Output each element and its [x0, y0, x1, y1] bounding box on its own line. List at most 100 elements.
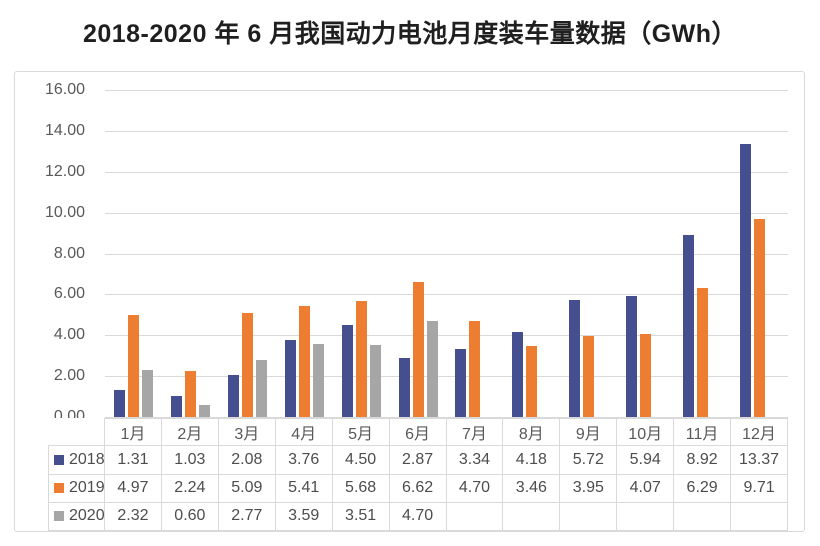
table-value-2018-8月: 4.18: [503, 446, 561, 475]
gridline: [105, 130, 788, 132]
table-col-header-1月: 1月: [105, 418, 162, 447]
table-value-2018-10月: 5.94: [617, 446, 675, 475]
table-value-2020-4月: 3.59: [275, 502, 333, 531]
bar-2019-6月: [412, 281, 424, 417]
table-value-2020-6月: 4.70: [389, 502, 447, 531]
gridline: [105, 417, 788, 418]
table-value-2018-2月: 1.03: [161, 446, 219, 475]
bar-2018-10月: [626, 295, 638, 417]
table-value-2019-8月: 3.46: [503, 474, 561, 503]
table-col-header-10月: 10月: [617, 418, 675, 447]
bar-2020-4月: [312, 343, 324, 417]
legend-swatch-2020: [54, 511, 64, 522]
table-col-header-7月: 7月: [446, 418, 504, 447]
bar-2018-8月: [512, 331, 524, 417]
bar-group-12月: [731, 90, 788, 417]
bar-2020-6月: [426, 320, 438, 417]
table-value-2019-11月: 6.29: [674, 474, 732, 503]
legend-swatch-2019: [54, 483, 64, 494]
chart-title: 2018-2020 年 6 月我国动力电池月度装车量数据（GWh）: [82, 20, 738, 48]
bar-group-9月: [560, 90, 617, 417]
bar-2019-8月: [526, 346, 538, 417]
bar-2020-3月: [255, 360, 267, 417]
bar-2019-10月: [640, 333, 652, 417]
bar-2019-1月: [127, 315, 139, 417]
table-value-2020-10月: [617, 502, 675, 531]
table-value-2018-6月: 2.87: [389, 446, 447, 475]
gridlines: [105, 90, 788, 418]
table-value-2018-4月: 3.76: [275, 446, 333, 475]
legend-cell-2020: 2020: [48, 502, 105, 531]
bar-group-6月: [390, 90, 447, 417]
y-axis-tick-label: 8.00: [53, 244, 85, 262]
bar-2018-5月: [341, 325, 353, 417]
table-value-2020-5月: 3.51: [332, 502, 390, 531]
bar-2019-11月: [697, 288, 709, 417]
table-col-header-8月: 8月: [503, 418, 561, 447]
legend-label-2019: 2019: [69, 479, 105, 497]
table-col-header-5月: 5月: [332, 418, 390, 447]
table-value-2019-5月: 5.68: [332, 474, 390, 503]
gridline: [105, 171, 788, 173]
bar-group-11月: [674, 90, 731, 417]
bar-group-7月: [447, 90, 504, 417]
table-value-2019-6月: 6.62: [389, 474, 447, 503]
gridline: [105, 376, 788, 378]
table-col-header-9月: 9月: [560, 418, 618, 447]
table-value-2019-1月: 4.97: [105, 474, 162, 503]
bar-2019-9月: [583, 336, 595, 417]
table-value-2018-3月: 2.08: [218, 446, 276, 475]
bar-2019-4月: [298, 306, 310, 417]
y-axis-tick-label: 4.00: [53, 326, 85, 344]
bar-2019-3月: [241, 312, 253, 417]
table-value-2019-2月: 2.24: [161, 474, 219, 503]
bar-group-10月: [617, 90, 674, 417]
gridline: [105, 253, 788, 255]
table-value-2019-4月: 5.41: [275, 474, 333, 503]
bar-2018-3月: [227, 374, 239, 417]
table-value-2019-12月: 9.71: [731, 474, 788, 503]
table-col-header-2月: 2月: [161, 418, 219, 447]
gridline: [105, 294, 788, 296]
y-axis-tick-label: 16.00: [44, 81, 85, 98]
bar-2020-1月: [141, 369, 153, 417]
y-axis: 16.00 14.00 12.00 10.00 8.00 6.00 4.00 2.00 0.00: [15, 81, 85, 425]
gridline: [105, 90, 788, 91]
legend-cell-2019: 2019: [48, 474, 105, 503]
bar-2020-5月: [369, 345, 381, 417]
plot-area: [105, 90, 788, 417]
chart-frame: 16.00 14.00 12.00 10.00 8.00 6.00 4.00 2.00 0.00…: [14, 71, 805, 532]
table-value-2020-12月: [731, 502, 788, 531]
table-col-header-3月: 3月: [218, 418, 276, 447]
bar-group-4月: [276, 90, 333, 417]
bar-2019-12月: [754, 218, 766, 417]
table-value-2019-9月: 3.95: [560, 474, 618, 503]
table-value-2019-7月: 4.70: [446, 474, 504, 503]
table-value-2020-7月: [446, 502, 504, 531]
table-value-2020-1月: 2.32: [105, 502, 162, 531]
bar-2018-1月: [113, 390, 125, 417]
bar-2019-2月: [184, 371, 196, 417]
y-axis-tick-label: 2.00: [53, 367, 85, 385]
bar-2018-7月: [455, 348, 467, 417]
bar-group-8月: [503, 90, 560, 417]
bar-group-2月: [162, 90, 219, 417]
table-value-2020-3月: 2.77: [218, 502, 276, 531]
table-value-2020-8月: [503, 502, 561, 531]
y-axis-tick-label: 6.00: [53, 285, 85, 303]
bar-2019-5月: [355, 300, 367, 417]
gridline: [105, 335, 788, 337]
table-col-header-12月: 12月: [731, 418, 788, 447]
y-axis-tick-label: 10.00: [44, 203, 85, 221]
legend-cell-2018: 2018: [48, 446, 105, 475]
bar-2019-7月: [469, 320, 481, 417]
bar-group-3月: [219, 90, 276, 417]
bar-2018-9月: [569, 300, 581, 417]
table-value-2018-5月: 4.50: [332, 446, 390, 475]
table-value-2018-7月: 3.34: [446, 446, 504, 475]
table-value-2018-12月: 13.37: [731, 446, 788, 475]
table-value-2018-9月: 5.72: [560, 446, 618, 475]
table-value-2020-2月: 0.60: [161, 502, 219, 531]
gridline: [105, 212, 788, 214]
bar-2018-4月: [284, 340, 296, 417]
